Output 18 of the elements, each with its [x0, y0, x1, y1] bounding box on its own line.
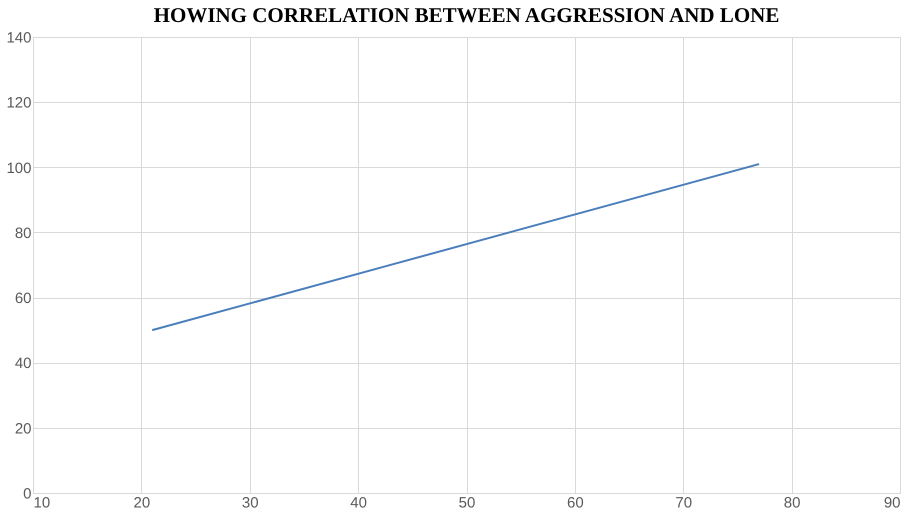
y-tick-label: 100 [6, 160, 32, 177]
y-tick-label: 40 [14, 355, 32, 372]
y-tick-label: 140 [6, 30, 32, 46]
chart-title: HOWING CORRELATION BETWEEN AGGRESSION AND LONE [154, 3, 780, 27]
x-tick-label: 70 [675, 494, 692, 512]
y-tick-label: 0 [23, 486, 32, 502]
x-tick-label: 80 [784, 494, 800, 512]
x-tick-label: 60 [567, 494, 584, 512]
y-tick-label: 20 [14, 420, 32, 438]
x-tick-label: 90 [884, 494, 900, 512]
y-tick-label: 120 [6, 94, 32, 112]
x-tick-label: 40 [350, 494, 367, 512]
x-tick-label: 20 [134, 494, 150, 512]
x-tick-label: 50 [458, 494, 476, 512]
y-tick-label: 60 [14, 290, 32, 308]
x-tick-label: 10 [34, 494, 50, 512]
x-tick-label: 30 [242, 494, 259, 512]
y-tick-label: 80 [14, 224, 32, 242]
